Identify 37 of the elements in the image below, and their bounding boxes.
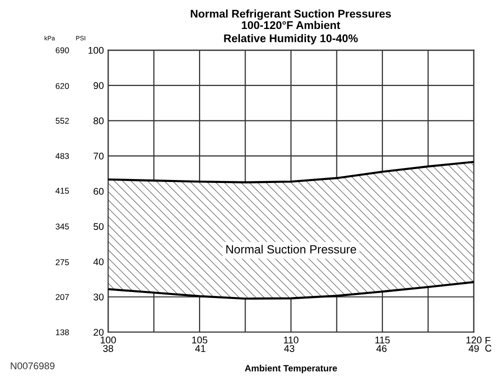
y-tick-label: 30 (94, 294, 104, 300)
x2-tick-label: 41 (195, 345, 206, 352)
y-tick-label: 50 (94, 223, 104, 230)
y2-tick-label: 415 (56, 188, 69, 194)
x2-tick-label: 46 (376, 345, 387, 352)
y2-tick-label: 275 (56, 259, 69, 266)
x-tick-label: 115 (375, 336, 390, 344)
y-tick-label: 20 (94, 328, 104, 336)
y2-tick-label: 552 (56, 118, 69, 124)
x-tick-label: 105 (192, 336, 208, 344)
y-tick-label: 100 (88, 46, 104, 54)
text: F (486, 336, 490, 344)
x-tick-label: 110 (284, 336, 298, 344)
x-axis-title: Ambient Temperature (244, 364, 337, 374)
y2-tick-label: 620 (56, 83, 69, 90)
chart-subtitle: 100-120°F Ambient Relative Humidity 10-40% (224, 20, 358, 44)
y-tick-label: 70 (94, 152, 104, 160)
text: N0076989 (10, 362, 54, 370)
y-tick-label: 60 (94, 188, 104, 195)
y-tick-label: 40 (93, 258, 104, 266)
y2-tick-label: 207 (56, 294, 69, 300)
y2-tick-label: 345 (56, 224, 69, 230)
y2-tick-label: 483 (56, 153, 69, 159)
x-tick-label: 120 (466, 336, 482, 344)
line-series (108, 281, 474, 300)
y-tick-label: 80 (94, 117, 104, 124)
x2-tick-label: 49 (468, 345, 479, 352)
x2-axis-title: C (485, 344, 492, 352)
y2-tick-label: 690 (56, 47, 69, 54)
line-series (108, 160, 474, 184)
x2-tick-label: 38 (103, 345, 114, 352)
annotation: Normal Suction Pressure (226, 244, 356, 254)
chart-title: Normal Refrigerant Suction Pressures (190, 10, 391, 20)
y2-tick-label: 138 (56, 329, 69, 336)
y-tick-label: 90 (94, 82, 104, 90)
x2-tick-label: 43 (284, 345, 294, 352)
x-tick-label: 100 (100, 336, 116, 344)
